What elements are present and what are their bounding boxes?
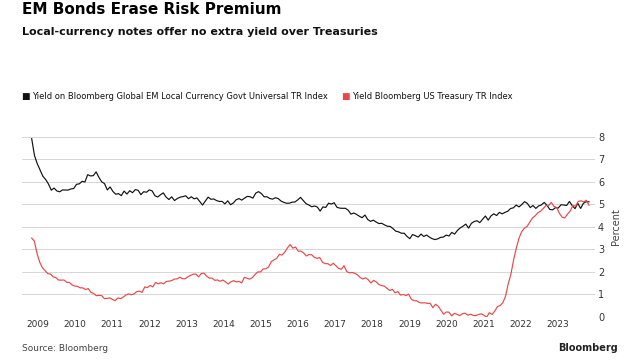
- Text: EM Bonds Erase Risk Premium: EM Bonds Erase Risk Premium: [22, 2, 282, 17]
- Text: ■: ■: [22, 92, 34, 101]
- Y-axis label: Percent: Percent: [611, 208, 621, 245]
- Text: Source: Bloomberg: Source: Bloomberg: [22, 344, 109, 353]
- Text: ■: ■: [342, 92, 354, 101]
- Text: Bloomberg: Bloomberg: [558, 343, 618, 353]
- Text: Yield Bloomberg US Treasury TR Index: Yield Bloomberg US Treasury TR Index: [352, 92, 513, 101]
- Text: Local-currency notes offer no extra yield over Treasuries: Local-currency notes offer no extra yiel…: [22, 27, 378, 37]
- Text: Yield on Bloomberg Global EM Local Currency Govt Universal TR Index: Yield on Bloomberg Global EM Local Curre…: [32, 92, 328, 101]
